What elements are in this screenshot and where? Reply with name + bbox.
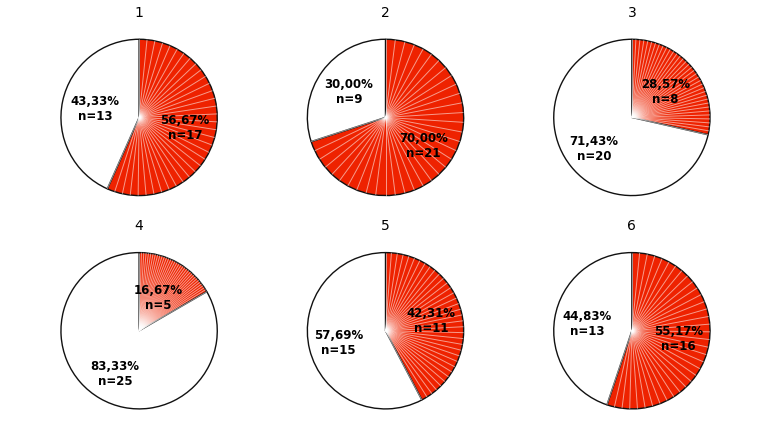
- Title: 5: 5: [381, 218, 390, 232]
- Wedge shape: [632, 40, 710, 135]
- Wedge shape: [554, 40, 708, 196]
- Title: 2: 2: [381, 6, 390, 20]
- Wedge shape: [311, 40, 463, 196]
- Title: 6: 6: [628, 218, 636, 232]
- Text: 16,67%
n=5: 16,67% n=5: [134, 283, 183, 311]
- Wedge shape: [308, 253, 422, 409]
- Wedge shape: [386, 253, 463, 400]
- Wedge shape: [61, 253, 217, 409]
- Text: 43,33%
n=13: 43,33% n=13: [70, 95, 120, 123]
- Text: 55,17%
n=16: 55,17% n=16: [654, 325, 702, 352]
- Title: 3: 3: [628, 6, 636, 20]
- Text: 57,69%
n=15: 57,69% n=15: [314, 329, 363, 356]
- Text: 30,00%
n=9: 30,00% n=9: [325, 78, 373, 105]
- Wedge shape: [107, 40, 217, 196]
- Text: 71,43%
n=20: 71,43% n=20: [570, 134, 618, 162]
- Text: 56,67%
n=17: 56,67% n=17: [160, 114, 210, 142]
- Text: 42,31%
n=11: 42,31% n=11: [406, 306, 456, 334]
- Text: 83,33%
n=25: 83,33% n=25: [90, 359, 140, 387]
- Text: 44,83%
n=13: 44,83% n=13: [563, 310, 611, 338]
- Text: 70,00%
n=21: 70,00% n=21: [399, 132, 448, 160]
- Wedge shape: [139, 253, 207, 331]
- Wedge shape: [61, 40, 139, 189]
- Text: 28,57%
n=8: 28,57% n=8: [641, 77, 690, 105]
- Wedge shape: [607, 253, 710, 409]
- Title: 4: 4: [135, 218, 143, 232]
- Wedge shape: [308, 40, 386, 142]
- Title: 1: 1: [135, 6, 143, 20]
- Wedge shape: [554, 253, 632, 405]
